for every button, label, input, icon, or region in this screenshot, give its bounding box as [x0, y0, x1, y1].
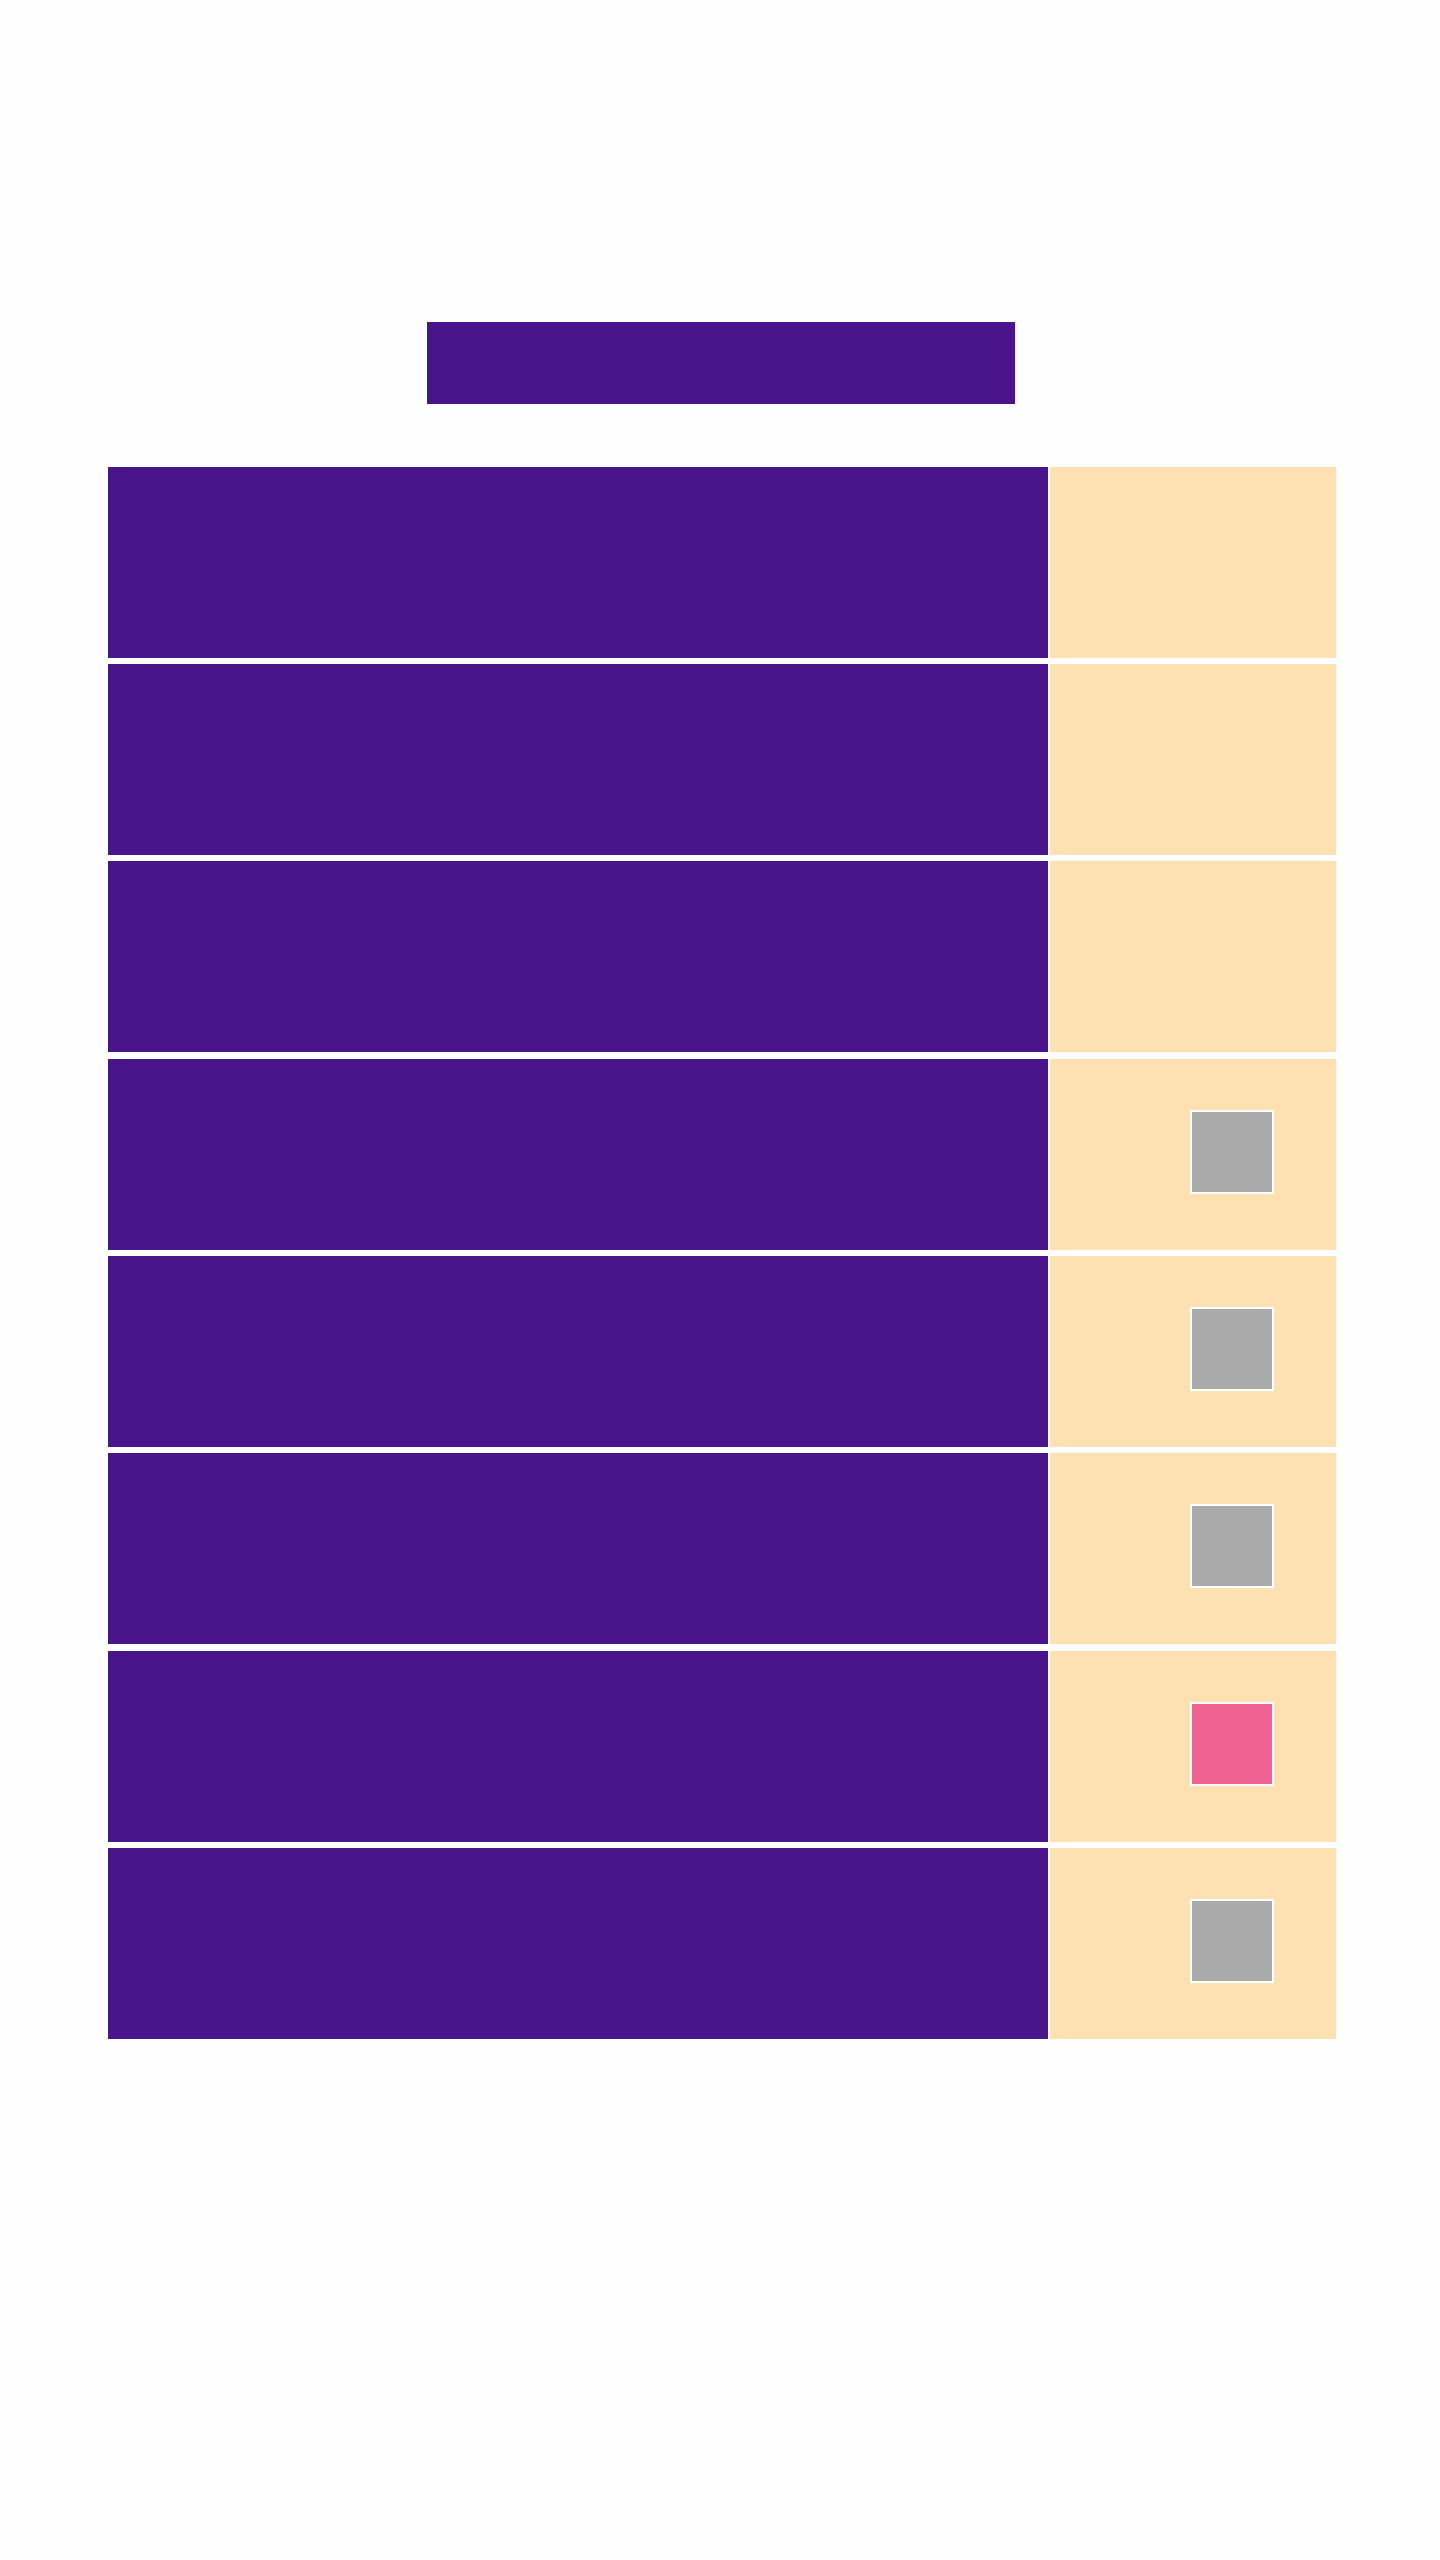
- option-side-panel: [1050, 664, 1336, 855]
- header-bar: [427, 322, 1015, 404]
- checkbox-checked-row-7[interactable]: [1190, 1702, 1274, 1786]
- option-row-1[interactable]: [108, 467, 1336, 658]
- option-row-5[interactable]: [108, 1256, 1336, 1447]
- option-row-4[interactable]: [108, 1059, 1336, 1250]
- option-row-7[interactable]: [108, 1651, 1336, 1842]
- option-label-panel[interactable]: [108, 1651, 1048, 1842]
- option-label-panel[interactable]: [108, 1848, 1048, 2039]
- checkbox-row-8[interactable]: [1190, 1899, 1274, 1983]
- checkbox-row-4[interactable]: [1190, 1110, 1274, 1194]
- option-label-panel[interactable]: [108, 467, 1048, 658]
- checkbox-row-6[interactable]: [1190, 1504, 1274, 1588]
- option-side-panel: [1050, 467, 1336, 658]
- option-row-2[interactable]: [108, 664, 1336, 855]
- option-row-6[interactable]: [108, 1453, 1336, 1644]
- checkbox-row-5[interactable]: [1190, 1307, 1274, 1391]
- option-side-panel: [1050, 861, 1336, 1052]
- option-label-panel[interactable]: [108, 861, 1048, 1052]
- option-row-3[interactable]: [108, 861, 1336, 1052]
- option-label-panel[interactable]: [108, 664, 1048, 855]
- option-row-8[interactable]: [108, 1848, 1336, 2039]
- option-label-panel[interactable]: [108, 1453, 1048, 1644]
- option-label-panel[interactable]: [108, 1059, 1048, 1250]
- option-label-panel[interactable]: [108, 1256, 1048, 1447]
